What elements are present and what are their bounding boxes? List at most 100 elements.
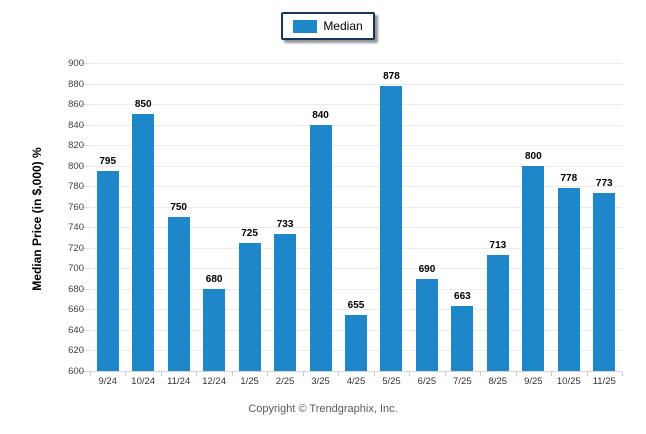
bar-value-label-12/24: 680: [205, 273, 223, 285]
y-axis-tick-640: [80, 329, 90, 331]
y-tick-label-760: 760: [68, 201, 84, 213]
bar-4/25: [345, 314, 367, 371]
x-tick-label-8/25: 8/25: [488, 376, 508, 387]
x-tick-label-9/25: 9/25: [524, 376, 543, 387]
x-axis-tick-1: [125, 372, 127, 376]
x-tick-label-5/25: 5/25: [382, 376, 401, 387]
x-axis-tick-6: [302, 372, 304, 376]
y-axis-tick-660: [80, 309, 90, 311]
y-tick-label-680: 680: [68, 283, 84, 295]
y-axis-tick-780: [80, 186, 90, 188]
x-tick-label-10/25: 10/25: [556, 376, 581, 387]
gridline-700: [90, 268, 622, 270]
y-tick-label-840: 840: [68, 119, 84, 131]
x-tick-label-6/25: 6/25: [417, 376, 437, 387]
y-axis-tick-860: [80, 104, 90, 106]
gridline-880: [90, 83, 622, 85]
x-axis-tick-0: [90, 372, 91, 376]
gridline-780: [90, 186, 622, 188]
x-axis-tick-14: [586, 372, 588, 376]
gridline-680: [90, 288, 622, 290]
y-axis-tick-760: [80, 206, 90, 208]
x-axis-tick-4: [231, 372, 233, 376]
bar-11/25: [593, 193, 616, 371]
bar-value-label-1/25: 725: [241, 227, 258, 239]
gridline-900: [90, 63, 622, 64]
y-axis-tick-880: [80, 83, 90, 85]
x-tick-label-3/25: 3/25: [311, 376, 330, 387]
x-tick-label-11/25: 11/25: [592, 376, 616, 387]
x-tick-label-12/24: 12/24: [202, 376, 226, 387]
x-axis-tick-15: [622, 372, 623, 376]
y-axis-tick-740: [80, 227, 90, 229]
bar-3/25: [309, 124, 332, 371]
gridline-840: [90, 124, 622, 126]
x-axis-tick-8: [373, 372, 375, 376]
y-axis-tick-700: [80, 268, 90, 270]
gridline-800: [90, 165, 622, 167]
x-axis-tick-10: [444, 372, 446, 376]
bar-11/24: [167, 217, 190, 371]
y-tick-label-620: 620: [68, 345, 84, 357]
bar-value-label-7/25: 663: [454, 291, 471, 303]
bar-value-label-11/24: 750: [170, 202, 187, 213]
y-axis-tick-840: [80, 124, 90, 126]
y-tick-label-660: 660: [68, 304, 84, 316]
gridline-860: [90, 104, 622, 106]
bar-9/24: [96, 170, 119, 371]
bar-10/25: [557, 188, 580, 371]
x-axis-tick-11: [480, 372, 482, 376]
x-axis-tick-3: [196, 372, 198, 376]
gridline-740: [90, 227, 622, 229]
y-tick-label-720: 720: [68, 242, 84, 254]
legend: Median: [281, 12, 375, 40]
bar-value-label-9/24: 795: [99, 155, 117, 167]
y-tick-label-880: 880: [68, 78, 84, 90]
y-axis-tick-680: [80, 288, 90, 290]
bar-5/25: [380, 85, 403, 371]
x-axis-tick-7: [338, 372, 340, 376]
x-tick-label-10/24: 10/24: [131, 376, 156, 387]
y-tick-label-860: 860: [68, 99, 84, 111]
bar-value-label-10/25: 778: [560, 173, 578, 185]
bar-2/25: [274, 234, 297, 371]
bar-value-label-6/25: 690: [418, 263, 436, 275]
x-tick-label-1/25: 1/25: [240, 376, 259, 387]
bar-value-label-9/25: 800: [524, 150, 542, 162]
bar-value-label-4/25: 655: [347, 299, 365, 311]
bar-value-label-10/24: 850: [134, 99, 152, 111]
legend-label: Median: [323, 19, 363, 33]
gridline-660: [90, 309, 622, 311]
x-tick-label-9/24: 9/24: [98, 376, 117, 387]
y-tick-label-820: 820: [68, 140, 84, 152]
y-tick-label-700: 700: [68, 263, 84, 275]
y-axis-tick-900: [80, 63, 90, 64]
x-tick-label-11/24: 11/24: [167, 376, 191, 387]
y-tick-label-780: 780: [68, 181, 84, 193]
x-axis-tick-13: [551, 372, 553, 376]
x-tick-label-2/25: 2/25: [275, 376, 295, 387]
y-tick-label-800: 800: [68, 160, 84, 172]
bar-value-label-8/25: 713: [489, 239, 507, 251]
x-tick-label-4/25: 4/25: [346, 376, 366, 387]
y-tick-label-740: 740: [68, 222, 84, 234]
bar-value-label-11/25: 773: [595, 178, 613, 190]
x-axis-tick-2: [160, 372, 162, 376]
bar-10/24: [132, 114, 155, 371]
bar-9/25: [522, 165, 545, 371]
y-tick-label-900: 900: [68, 58, 84, 69]
gridline-760: [90, 206, 622, 208]
y-tick-label-600: 600: [68, 366, 84, 377]
y-tick-label-640: 640: [68, 324, 84, 336]
bar-value-label-5/25: 878: [383, 70, 400, 82]
footer-copyright: Copyright © Trendgraphix, Inc.: [248, 403, 398, 415]
y-axis-tick-720: [80, 247, 90, 249]
bar-8/25: [486, 254, 509, 371]
x-axis-tick-9: [409, 372, 411, 376]
bar-7/25: [451, 306, 474, 371]
y-axis-tick-820: [80, 145, 90, 147]
x-axis-tick-5: [267, 372, 269, 376]
gridline-720: [90, 247, 622, 249]
bar-value-label-3/25: 840: [312, 109, 329, 121]
gridline-600: [80, 371, 622, 372]
